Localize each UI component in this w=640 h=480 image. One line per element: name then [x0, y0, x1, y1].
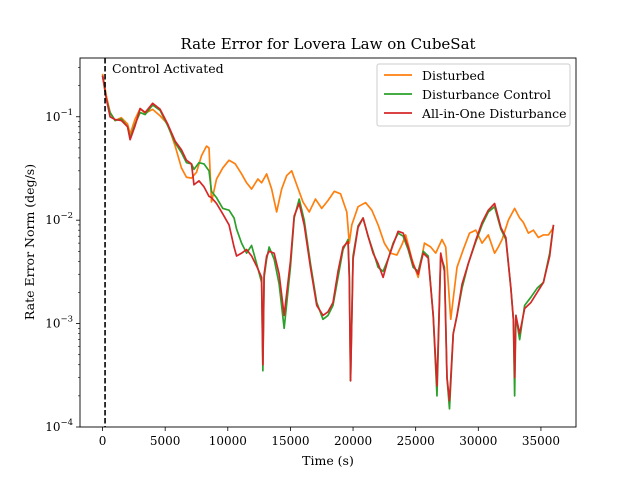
legend-label-all-in-one-disturbance: All-in-One Disturbance [421, 106, 567, 121]
y-tick-label: 10−1 [45, 108, 73, 124]
y-tick-label: 10−3 [45, 315, 73, 331]
legend-label-disturbance-control: Disturbance Control [422, 87, 551, 102]
x-tick-label: 20000 [334, 434, 372, 448]
y-tick-label: 10−4 [45, 418, 73, 434]
series-line-all-in-one-disturbance [101, 75, 555, 402]
y-axis-label: Rate Error Norm (deg/s) [22, 164, 37, 320]
x-tick-label: 35000 [522, 434, 560, 448]
control-activated-annotation: Control Activated [112, 61, 224, 76]
legend-box [376, 63, 571, 127]
series-layer [101, 73, 555, 410]
x-tick-label: 0 [99, 434, 107, 448]
x-tick-label: 30000 [459, 434, 497, 448]
x-tick-label: 15000 [271, 434, 309, 448]
x-tick-label: 10000 [209, 434, 247, 448]
series-line-disturbed [101, 73, 555, 321]
y-axis-ticks: 10−4 10−3 10−2 10−1 [45, 67, 80, 434]
x-axis-label: Time (s) [302, 453, 354, 468]
legend: Disturbed Disturbance Control All-in-One… [376, 63, 571, 127]
y-tick-label: 10−2 [45, 211, 73, 227]
chart-title: Rate Error for Lovera Law on CubeSat [180, 35, 475, 53]
x-tick-label: 25000 [397, 434, 435, 448]
plot-frame [79, 57, 577, 428]
x-tick-label: 5000 [150, 434, 181, 448]
x-axis-ticks: 0 5000 10000 15000 20000 25000 30000 35000 [99, 427, 560, 448]
legend-label-disturbed: Disturbed [422, 68, 485, 83]
